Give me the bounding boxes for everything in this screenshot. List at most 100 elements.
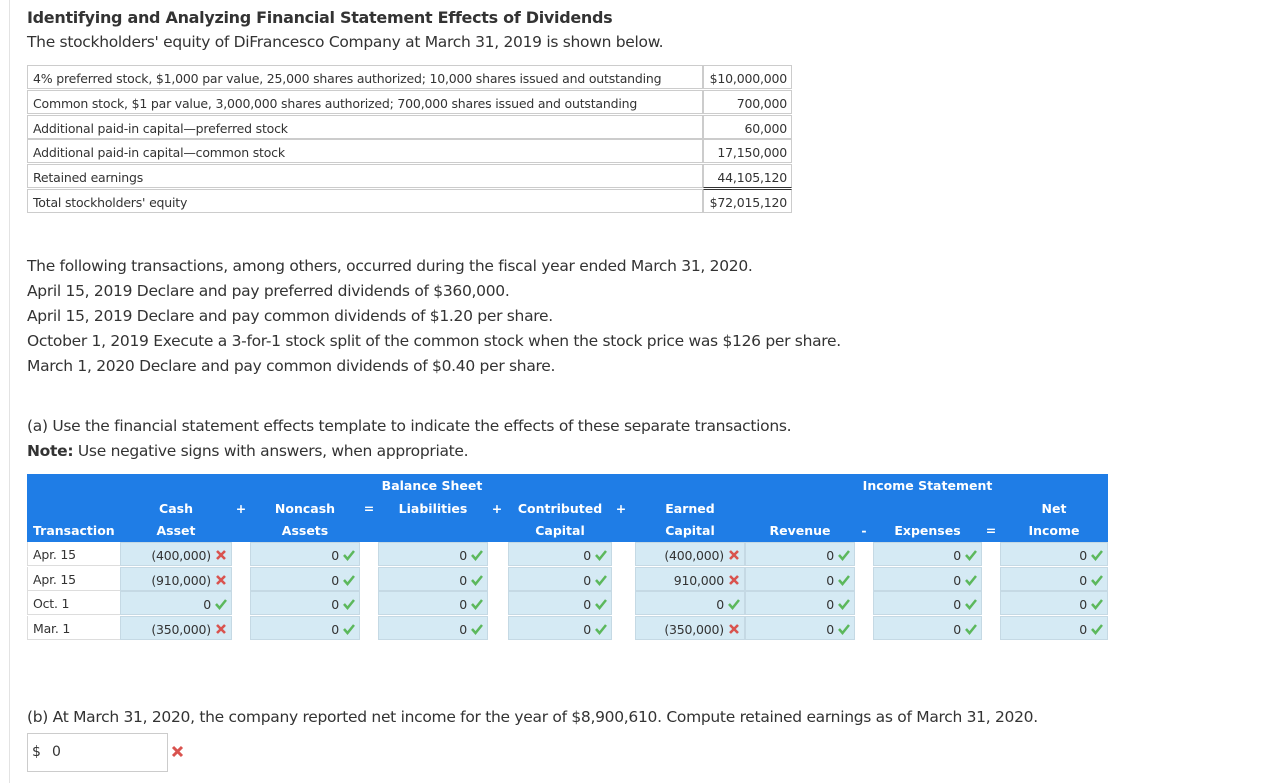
equity-label-cell: Additional paid-in capital—preferred sto… — [27, 114, 703, 139]
correct-icon — [1091, 550, 1103, 561]
input-cell[interactable]: 0 — [745, 542, 855, 566]
input-cell[interactable]: 0 — [1000, 566, 1108, 591]
operator: + — [491, 501, 503, 516]
input-cell[interactable]: 0 — [508, 566, 612, 591]
column-header: Liabilities — [398, 501, 468, 516]
input-cell[interactable]: 0 — [378, 566, 488, 591]
input-cell[interactable]: 0 — [250, 615, 360, 640]
transaction-item: March 1, 2020 Declare and pay common div… — [27, 357, 556, 375]
input-cell[interactable]: 910,000 — [635, 566, 745, 591]
equity-value-cell: 700,000 — [703, 89, 792, 114]
correct-icon — [965, 550, 977, 561]
column-header: Capital — [535, 523, 585, 538]
column-header: Contributed — [517, 501, 603, 516]
operator: = — [985, 523, 997, 538]
correct-icon — [595, 623, 607, 635]
note-text: Use negative signs with answers, when ap… — [77, 442, 469, 460]
row-header: Transaction — [33, 523, 115, 538]
input-cell[interactable]: (350,000) — [120, 615, 232, 640]
input-cell[interactable]: 0 — [745, 591, 855, 615]
correct-icon — [838, 599, 850, 610]
equity-label-cell: Total stockholders' equity — [27, 189, 703, 213]
correct-icon — [728, 599, 740, 610]
input-cell[interactable]: 0 — [873, 542, 982, 566]
operator: - — [861, 523, 867, 538]
correct-icon — [471, 623, 483, 635]
correct-icon — [1091, 623, 1103, 635]
input-cell[interactable]: 0 — [1000, 542, 1108, 566]
input-cell[interactable]: (400,000) — [120, 542, 232, 566]
input-cell[interactable]: 0 — [250, 566, 360, 591]
input-cell[interactable]: 0 — [378, 591, 488, 615]
column-header: Capital — [665, 523, 715, 538]
input-cell[interactable]: 0 — [378, 542, 488, 566]
answer-box[interactable]: $ 0 — [27, 733, 168, 772]
input-cell[interactable]: 0 — [873, 591, 982, 615]
input-cell[interactable]: 0 — [745, 566, 855, 591]
correct-icon — [215, 599, 227, 610]
input-cell[interactable]: 0 — [250, 591, 360, 615]
correct-icon — [838, 550, 850, 561]
equity-value-cell: 17,150,000 — [703, 139, 792, 164]
correct-icon — [595, 550, 607, 561]
group-header: Income Statement — [862, 478, 993, 493]
wrong-icon — [171, 745, 184, 758]
column-header: Asset — [156, 523, 196, 538]
column-header: Assets — [281, 523, 329, 538]
equity-label-cell: Additional paid-in capital—common stock — [27, 139, 703, 164]
equity-value-cell: $10,000,000 — [703, 65, 792, 89]
column-header: Revenue — [769, 523, 831, 538]
equity-label-cell: Common stock, $1 par value, 3,000,000 sh… — [27, 89, 703, 114]
transactions-intro: The following transactions, among others… — [27, 257, 753, 275]
correct-icon — [595, 574, 607, 586]
input-cell[interactable]: 0 — [508, 591, 612, 615]
equity-label-cell: 4% preferred stock, $1,000 par value, 25… — [27, 65, 703, 89]
input-cell[interactable]: 0 — [120, 591, 232, 615]
equity-value-cell: $72,015,120 — [703, 189, 792, 213]
correct-icon — [965, 599, 977, 610]
column-header: Expenses — [894, 523, 961, 538]
input-cell[interactable]: 0 — [378, 615, 488, 640]
column-header: Earned — [665, 501, 715, 516]
intro: The stockholders' equity of DiFrancesco … — [27, 33, 664, 51]
input-cell[interactable]: 0 — [1000, 591, 1108, 615]
correct-icon — [1091, 599, 1103, 610]
column-header: Noncash — [274, 501, 336, 516]
equity-value-cell: 60,000 — [703, 114, 792, 139]
input-cell[interactable]: 0 — [745, 615, 855, 640]
transaction-item: October 1, 2019 Execute a 3-for-1 stock … — [27, 332, 841, 350]
correct-icon — [965, 623, 977, 635]
operator: + — [615, 501, 627, 516]
row-label: Apr. 15 — [27, 566, 120, 591]
note-label: Note: — [27, 442, 74, 460]
group-header: Balance Sheet — [381, 478, 483, 493]
input-cell[interactable]: 0 — [508, 615, 612, 640]
wrong-icon — [216, 550, 226, 560]
transaction-item: April 15, 2019 Declare and pay preferred… — [27, 282, 510, 300]
operator: + — [235, 501, 247, 516]
input-cell[interactable]: 0 — [873, 566, 982, 591]
row-label: Oct. 1 — [27, 591, 120, 615]
currency: $ — [32, 744, 41, 760]
input-cell[interactable]: 0 — [250, 542, 360, 566]
input-cell[interactable]: 0 — [508, 542, 612, 566]
correct-icon — [595, 599, 607, 610]
transaction-item: April 15, 2019 Declare and pay common di… — [27, 307, 553, 325]
input-cell[interactable]: 0 — [1000, 615, 1108, 640]
input-cell[interactable]: (400,000) — [635, 542, 745, 566]
template-header — [27, 474, 1108, 542]
operator: = — [363, 501, 375, 516]
row-label: Mar. 1 — [27, 615, 120, 640]
correct-icon — [343, 599, 355, 610]
input-cell[interactable]: (910,000) — [120, 566, 232, 591]
title: Identifying and Analyzing Financial Stat… — [27, 8, 613, 27]
wrong-icon — [729, 623, 739, 634]
input-cell[interactable]: 0 — [873, 615, 982, 640]
input-cell[interactable]: 0 — [635, 591, 745, 615]
correct-icon — [471, 550, 483, 561]
input-cell[interactable]: (350,000) — [635, 615, 745, 640]
column-header: Cash — [159, 501, 193, 516]
part-b-question: (b) At March 31, 2020, the company repor… — [27, 708, 1038, 726]
part-a-note: Note: Use negative signs with answers, w… — [27, 442, 469, 460]
